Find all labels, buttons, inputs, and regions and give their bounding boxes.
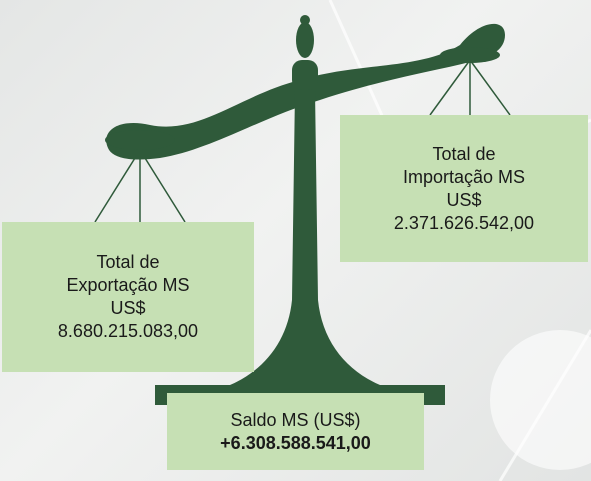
label: US$ [110, 298, 146, 318]
value: 8.680.215.083,00 [57, 321, 199, 341]
label: US$ [446, 189, 482, 210]
value: 2.371.626.542,00 [393, 212, 535, 233]
label: Exportação MS [66, 275, 190, 295]
label: Total de [96, 252, 160, 272]
balance-box: Saldo MS (US$) +6.308.588.541,00 [167, 393, 424, 470]
import-box: Total de Importação MS US$ 2.371.626.542… [340, 115, 588, 262]
label: Saldo MS (US$) [230, 409, 361, 430]
label: Total de [432, 143, 496, 164]
export-box: Total de Exportação MS US$ 8.680.215.083… [2, 222, 254, 372]
value: +6.308.588.541,00 [220, 432, 371, 453]
label: Importação MS [402, 166, 526, 187]
